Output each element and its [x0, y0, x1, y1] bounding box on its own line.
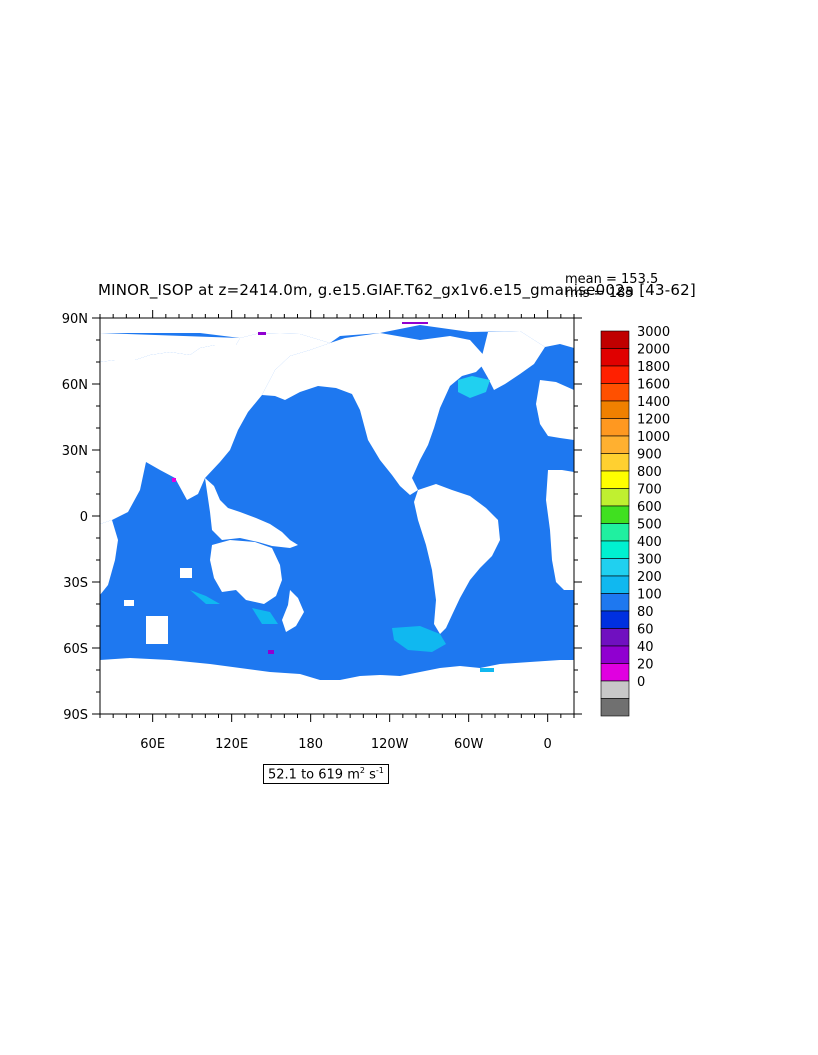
colorbar-labels: 3000200018001600140012001000900800700600… [637, 325, 670, 690]
patch-arctic-mark [402, 322, 428, 324]
land-arctic-top [100, 318, 574, 324]
range-label: 52.1 to 619 m2 s-1 [263, 764, 389, 785]
field-highlights [172, 322, 494, 672]
land-north-america [262, 333, 488, 495]
patch-labrador [458, 376, 490, 398]
land-eurasia [100, 333, 330, 524]
colorbar-box [600, 523, 630, 542]
land-antarctica [100, 658, 574, 714]
colorbar-box [600, 365, 630, 384]
colorbar-label: 100 [637, 588, 662, 603]
colorbar-label: 1400 [637, 395, 670, 410]
colorbar-label: 900 [637, 448, 662, 463]
patch-tasman [252, 608, 278, 624]
colorbar-box [600, 488, 630, 507]
y-tick-label: 60S [63, 642, 88, 657]
colorbar-label: 300 [637, 553, 662, 568]
colorbar-box [600, 453, 630, 472]
colorbar-label: 1000 [637, 430, 670, 445]
y-tick-label: 90S [63, 708, 88, 723]
range-unit-mid: s [364, 767, 376, 783]
y-tick-label: 60N [62, 378, 88, 393]
colorbar-label: 800 [637, 465, 662, 480]
colorbar-box [600, 558, 630, 577]
colorbar-box [600, 645, 630, 664]
land-south-america [414, 484, 500, 634]
colorbar-box [600, 575, 630, 594]
x-tick-label: 0 [544, 737, 552, 752]
land-island-2 [146, 616, 168, 644]
mean-stat: mean = 153.5 [565, 272, 659, 287]
land-australia [210, 540, 282, 604]
x-tick-label: 60E [140, 737, 165, 752]
land-new-zealand [282, 590, 304, 632]
colorbar-box [600, 348, 630, 367]
patch-mark-1 [258, 332, 266, 335]
land-greenland [480, 331, 545, 390]
plot-title: MINOR_ISOP at z=2414.0m, g.e15.GIAF.T62_… [98, 281, 696, 299]
colorbar-label: 400 [637, 535, 662, 550]
patch-mark-2 [268, 650, 274, 654]
colorbar [600, 330, 630, 717]
colorbar-box [600, 470, 630, 489]
land-europe-africa-east [536, 380, 574, 440]
colorbar-box [600, 680, 630, 699]
y-tick-label: 0 [80, 510, 88, 525]
colorbar-label: 1600 [637, 378, 670, 393]
colorbar-label: 700 [637, 483, 662, 498]
colorbar-label: 200 [637, 570, 662, 585]
colorbar-box [600, 418, 630, 437]
patch-southern-2 [480, 668, 494, 672]
colorbar-box [600, 330, 630, 349]
land-arctic-north-coast [100, 324, 574, 348]
colorbar-box [600, 698, 630, 717]
y-tick-label: 30N [62, 444, 88, 459]
colorbar-box [600, 400, 630, 419]
colorbar-label: 20 [637, 658, 654, 673]
colorbar-box [600, 383, 630, 402]
x-tick-label: 180 [298, 737, 323, 752]
land-island-1 [124, 600, 134, 606]
colorbar-box [600, 505, 630, 524]
colorbar-box [600, 593, 630, 612]
colorbar-label: 60 [637, 623, 654, 638]
x-tick-label: 120W [371, 737, 409, 752]
colorbar-label: 1800 [637, 360, 670, 375]
land-maritime-continent [205, 478, 298, 548]
range-text: 52.1 to 619 m [268, 767, 360, 783]
colorbar-label: 0 [637, 675, 645, 690]
axis-ticks [92, 310, 582, 722]
colorbar-label: 600 [637, 500, 662, 515]
land-eurasia-africa-west [100, 333, 240, 362]
colorbar-label: 500 [637, 518, 662, 533]
axis-tick-labels: 90N 60N 30N 0 30S 60S 90S 60E 120E 180 120W 60W 0 [62, 312, 552, 752]
colorbar-box [600, 540, 630, 559]
patch-southern-1 [190, 590, 220, 604]
colorbar-box [600, 610, 630, 629]
patch-mark-3 [172, 478, 176, 482]
colorbar-label: 80 [637, 605, 654, 620]
land-africa [100, 520, 118, 595]
colorbar-box [600, 435, 630, 454]
colorbar-label: 2000 [637, 343, 670, 358]
x-tick-label: 60W [454, 737, 484, 752]
range-unit-sup2: -1 [375, 766, 384, 775]
rms-stat: rms = 185 [565, 286, 634, 301]
land-masses [100, 318, 574, 714]
land-island-3 [180, 568, 192, 578]
y-tick-label: 90N [62, 312, 88, 327]
colorbar-label: 3000 [637, 325, 670, 340]
patch-weddell [392, 626, 446, 652]
x-tick-label: 120E [215, 737, 248, 752]
colorbar-label: 1200 [637, 413, 670, 428]
y-tick-label: 30S [63, 576, 88, 591]
colorbar-label: 40 [637, 640, 654, 655]
land-africa-east [546, 470, 574, 590]
colorbar-box [600, 628, 630, 647]
range-unit-sup1: 2 [359, 766, 365, 775]
colorbar-box [600, 663, 630, 682]
